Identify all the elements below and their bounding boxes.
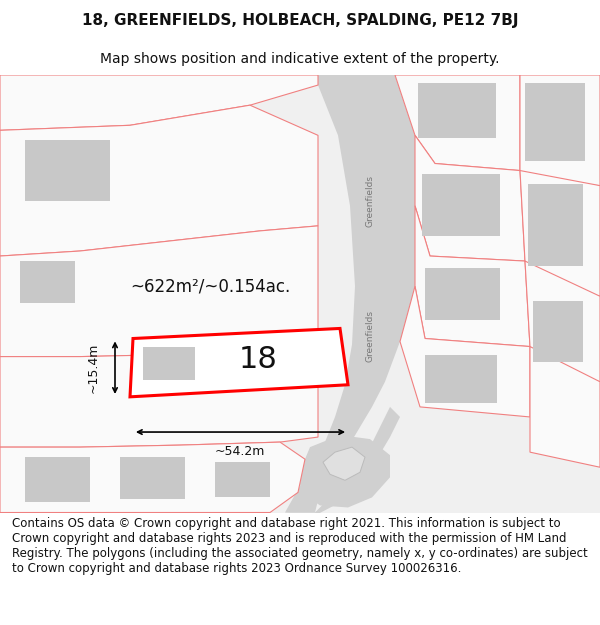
Text: Contains OS data © Crown copyright and database right 2021. This information is : Contains OS data © Crown copyright and d… [12,517,588,575]
Polygon shape [520,75,600,186]
Bar [525,83,585,161]
Bar [20,261,75,303]
Polygon shape [0,226,318,357]
Bar [25,457,90,503]
Polygon shape [0,105,318,256]
Polygon shape [520,171,600,296]
Bar [533,301,583,362]
Text: ~54.2m: ~54.2m [215,445,265,458]
Polygon shape [130,329,348,397]
Polygon shape [525,261,600,382]
Polygon shape [298,435,390,508]
Text: Greenfields: Greenfields [365,175,374,227]
Text: Map shows position and indicative extent of the property.: Map shows position and indicative extent… [100,51,500,66]
Bar [215,462,270,498]
Bar [143,346,195,380]
Bar [120,457,185,499]
Polygon shape [530,346,600,468]
Text: ~15.4m: ~15.4m [87,342,100,393]
Text: ~622m²/~0.154ac.: ~622m²/~0.154ac. [130,278,290,295]
Text: 18: 18 [239,345,277,374]
Text: Greenfields: Greenfields [365,311,374,362]
Text: 18, GREENFIELDS, HOLBEACH, SPALDING, PE12 7BJ: 18, GREENFIELDS, HOLBEACH, SPALDING, PE1… [82,14,518,29]
Bar [425,354,497,403]
Polygon shape [400,286,530,417]
Bar [425,268,500,321]
Polygon shape [0,346,318,447]
Polygon shape [0,75,318,131]
Polygon shape [415,136,525,261]
Polygon shape [285,75,425,512]
Polygon shape [0,442,305,512]
Polygon shape [323,447,365,481]
Bar [418,83,496,138]
Polygon shape [415,206,530,346]
Bar [422,174,500,236]
Polygon shape [285,407,400,516]
Bar [25,141,110,201]
Polygon shape [395,75,520,171]
Bar [528,184,583,266]
